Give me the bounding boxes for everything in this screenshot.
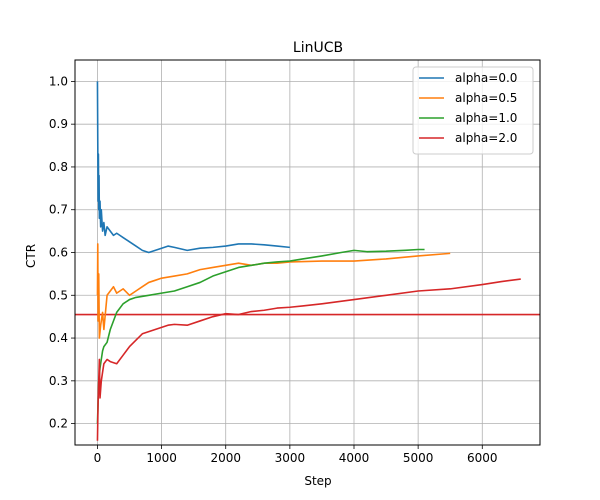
x-tick-label: 4000 — [339, 451, 370, 465]
y-tick-label: 0.7 — [49, 203, 68, 217]
x-tick-label: 0 — [94, 451, 102, 465]
y-tick-label: 0.4 — [49, 331, 68, 345]
x-tick-label: 5000 — [403, 451, 434, 465]
x-tick-label: 6000 — [467, 451, 498, 465]
ticks: 0 1000 2000 3000 4000 5000 6000 0.2 0.3 0.4 0.5 0.6… — [49, 74, 498, 465]
y-tick-label: 0.9 — [49, 117, 68, 131]
chart-title: LinUCB — [293, 40, 343, 56]
series-line-3 — [96, 278, 521, 441]
series-layer — [96, 81, 521, 441]
x-tick-label: 1000 — [146, 451, 177, 465]
legend-label: alpha=0.5 — [455, 91, 517, 105]
series-line-0 — [96, 81, 290, 254]
x-tick-label: 3000 — [275, 451, 306, 465]
series-line-1 — [96, 243, 451, 339]
y-tick-label: 0.6 — [49, 246, 68, 260]
legend-box — [412, 66, 534, 155]
y-tick-label: 0.5 — [49, 288, 68, 302]
series-line-2 — [96, 248, 425, 424]
x-tick-label: 2000 — [210, 451, 241, 465]
y-tick-label: 0.8 — [49, 160, 68, 174]
x-axis-label: Step — [304, 474, 331, 488]
y-axis-label: CTR — [24, 244, 38, 268]
y-tick-label: 1.0 — [49, 74, 68, 88]
legend-label: alpha=1.0 — [455, 111, 517, 125]
legend-label: alpha=2.0 — [455, 131, 517, 145]
y-tick-label: 0.3 — [49, 374, 68, 388]
y-tick-label: 0.2 — [49, 417, 68, 431]
legend-label: alpha=0.0 — [455, 71, 517, 85]
legend: alpha=0.0 alpha=0.5 alpha=1.0 alpha=2.0 — [412, 66, 534, 155]
